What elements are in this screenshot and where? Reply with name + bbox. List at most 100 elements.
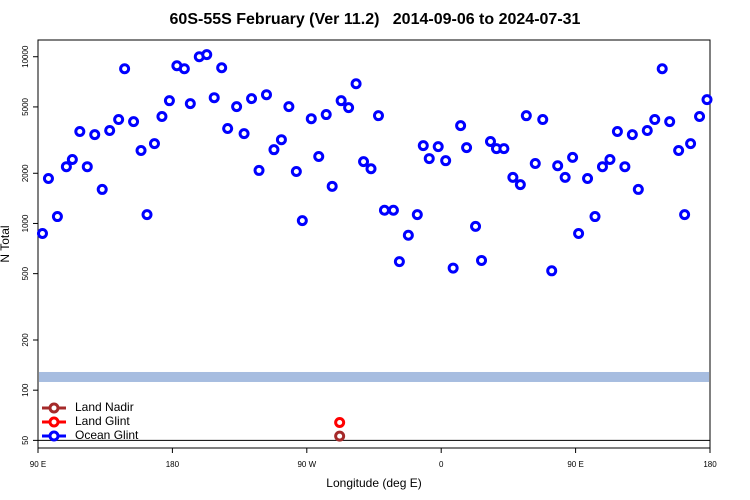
point xyxy=(148,138,160,150)
x-axis-label: Longitude (deg E) xyxy=(326,476,421,490)
point xyxy=(514,179,526,191)
point xyxy=(334,416,346,428)
point xyxy=(343,102,355,114)
point xyxy=(113,114,125,126)
point xyxy=(51,211,63,223)
y-axis-label: N Total xyxy=(0,225,12,262)
point xyxy=(498,143,510,155)
point xyxy=(664,116,676,128)
point xyxy=(135,144,147,156)
point xyxy=(81,161,93,173)
point xyxy=(411,209,423,221)
point xyxy=(529,157,541,169)
point xyxy=(36,228,48,240)
x-tick-label: 180 xyxy=(166,460,180,469)
point xyxy=(128,116,140,128)
x-tick-label: 90 W xyxy=(297,460,316,469)
band xyxy=(39,371,709,382)
point xyxy=(546,265,558,277)
point xyxy=(231,101,243,113)
point xyxy=(476,254,488,266)
point xyxy=(184,98,196,110)
point xyxy=(387,204,399,216)
point xyxy=(573,228,585,240)
legend-marker xyxy=(48,430,60,442)
point xyxy=(611,126,623,138)
point xyxy=(432,141,444,153)
point xyxy=(641,125,653,137)
point xyxy=(507,171,519,183)
point xyxy=(484,136,496,148)
point xyxy=(461,142,473,154)
legend-label: Ocean Glint xyxy=(75,428,139,442)
point xyxy=(296,215,308,227)
point xyxy=(649,114,661,126)
point xyxy=(208,92,220,104)
point xyxy=(246,93,258,105)
y-tick-label: 500 xyxy=(21,266,30,280)
y-tick-label: 10000 xyxy=(21,45,30,68)
point xyxy=(238,128,250,140)
point xyxy=(393,256,405,268)
point xyxy=(455,120,467,132)
point xyxy=(141,209,153,221)
point xyxy=(701,94,713,106)
y-tick-label: 2000 xyxy=(21,164,30,182)
point xyxy=(417,140,429,152)
point xyxy=(334,430,346,442)
legend-marker xyxy=(48,402,60,414)
point xyxy=(283,101,295,113)
point xyxy=(447,262,459,274)
point xyxy=(372,110,384,122)
point xyxy=(216,62,228,74)
point xyxy=(42,173,54,185)
point xyxy=(402,229,414,241)
point xyxy=(104,125,116,137)
point xyxy=(156,111,168,123)
x-tick-label: 90 E xyxy=(30,460,46,469)
point xyxy=(163,95,175,107)
point xyxy=(589,211,601,223)
point xyxy=(694,111,706,123)
point xyxy=(365,163,377,175)
point xyxy=(290,165,302,177)
point xyxy=(201,49,213,61)
point xyxy=(537,114,549,126)
point xyxy=(567,151,579,163)
point xyxy=(268,144,280,156)
legend-label: Land Glint xyxy=(75,414,130,428)
point xyxy=(604,153,616,165)
point xyxy=(350,78,362,90)
point xyxy=(253,164,265,176)
point xyxy=(440,155,452,167)
point xyxy=(552,160,564,172)
point xyxy=(260,89,272,101)
point xyxy=(222,123,234,135)
point xyxy=(326,180,338,192)
point xyxy=(66,153,78,165)
plot-frame xyxy=(37,39,711,449)
point xyxy=(470,220,482,232)
y-tick-label: 50 xyxy=(21,435,30,444)
point xyxy=(74,126,86,138)
point xyxy=(679,209,691,221)
point xyxy=(656,63,668,75)
x-tick-label: 0 xyxy=(439,460,444,469)
point xyxy=(119,63,131,75)
point xyxy=(559,171,571,183)
point xyxy=(520,110,532,122)
point xyxy=(619,161,631,173)
y-tick-label: 5000 xyxy=(21,97,30,115)
point xyxy=(313,151,325,163)
point xyxy=(378,204,390,216)
point xyxy=(685,138,697,150)
legend-label: Land Nadir xyxy=(75,400,134,414)
point xyxy=(423,153,435,165)
point xyxy=(305,113,317,125)
x-tick-label: 90 E xyxy=(567,460,583,469)
point xyxy=(178,63,190,75)
point xyxy=(632,183,644,195)
point xyxy=(673,144,685,156)
